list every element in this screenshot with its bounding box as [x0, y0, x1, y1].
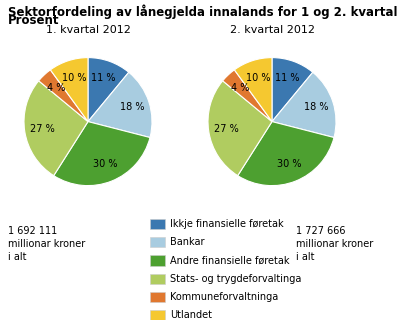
Wedge shape	[24, 81, 88, 176]
Text: 18 %: 18 %	[304, 102, 328, 112]
Wedge shape	[223, 70, 272, 122]
Wedge shape	[234, 58, 272, 122]
Wedge shape	[88, 72, 152, 138]
Wedge shape	[88, 58, 129, 122]
Text: Prosent: Prosent	[8, 14, 60, 28]
Text: Stats- og trygdeforvaltinga: Stats- og trygdeforvaltinga	[170, 274, 301, 284]
Title: 1. kvartal 2012: 1. kvartal 2012	[46, 25, 130, 35]
Text: 10 %: 10 %	[62, 73, 86, 83]
Text: Utlandet: Utlandet	[170, 310, 212, 320]
Text: 11 %: 11 %	[91, 73, 116, 83]
Wedge shape	[272, 72, 336, 138]
Wedge shape	[54, 122, 150, 186]
Wedge shape	[272, 58, 313, 122]
Wedge shape	[39, 70, 88, 122]
Text: Andre finansielle føretak: Andre finansielle føretak	[170, 255, 290, 266]
Text: 1 727 666
millionar kroner
i alt: 1 727 666 millionar kroner i alt	[296, 226, 373, 262]
Text: 10 %: 10 %	[246, 73, 270, 83]
Text: 18 %: 18 %	[120, 102, 144, 112]
Title: 2. kvartal 2012: 2. kvartal 2012	[230, 25, 314, 35]
Text: Ikkje finansielle føretak: Ikkje finansielle føretak	[170, 219, 284, 229]
Text: 4 %: 4 %	[231, 83, 250, 93]
Text: Kommuneforvaltninga: Kommuneforvaltninga	[170, 292, 278, 302]
Text: Sektorfordeling av lånegjelda innalands for 1 og 2. kvartal 2012.: Sektorfordeling av lånegjelda innalands …	[8, 5, 400, 20]
Text: 30 %: 30 %	[93, 159, 117, 170]
Text: 11 %: 11 %	[275, 73, 300, 83]
Text: 27 %: 27 %	[30, 124, 55, 134]
Text: 27 %: 27 %	[214, 124, 239, 134]
Wedge shape	[50, 58, 88, 122]
Wedge shape	[238, 122, 334, 186]
Text: 1 692 111
millionar kroner
i alt: 1 692 111 millionar kroner i alt	[8, 226, 85, 262]
Text: Bankar: Bankar	[170, 237, 204, 247]
Text: 4 %: 4 %	[47, 83, 66, 93]
Text: 30 %: 30 %	[277, 159, 301, 170]
Wedge shape	[208, 81, 272, 176]
